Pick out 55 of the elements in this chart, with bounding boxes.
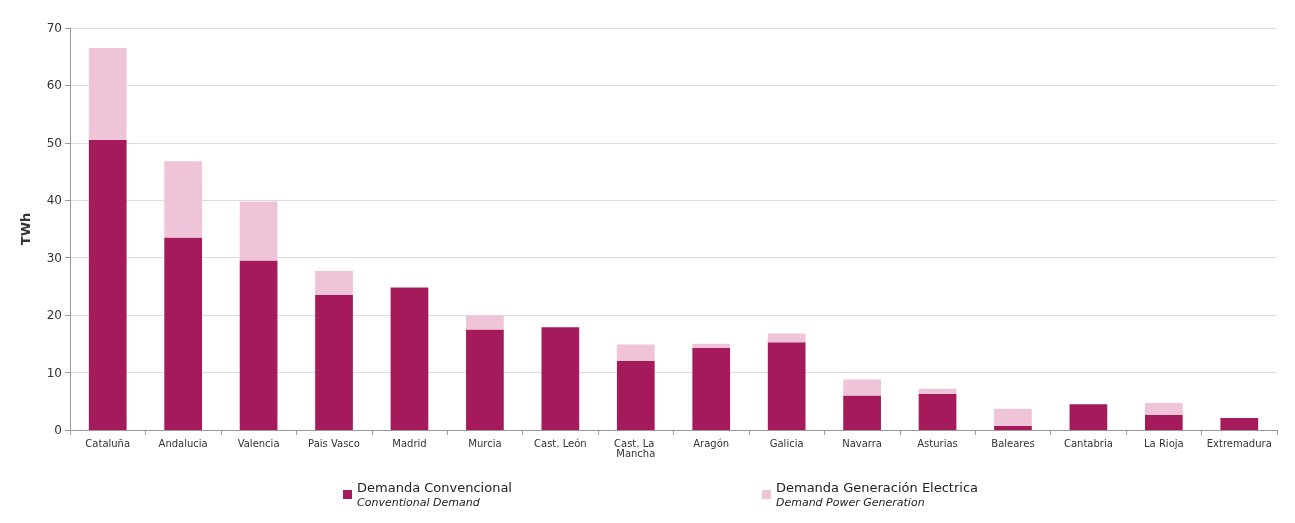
x-tick-label: Cantabria: [1063, 437, 1113, 449]
bar: [466, 315, 504, 330]
bar: [466, 329, 504, 430]
bar: [541, 327, 580, 430]
y-tick-label: 50: [46, 135, 62, 150]
bar: [918, 388, 957, 394]
bar: [1220, 417, 1259, 430]
bar: [88, 139, 127, 430]
bar: [616, 344, 655, 362]
bar: [1144, 403, 1183, 416]
bar: [692, 343, 731, 348]
bar: [315, 270, 353, 296]
bar: [1144, 415, 1183, 430]
x-tick-label: Cataluña: [85, 437, 131, 449]
x-tick-label: Extremadura: [1206, 437, 1272, 449]
y-tick-label: 30: [46, 250, 62, 265]
y-tick-label: 70: [46, 21, 62, 35]
x-tick-label: Asturias: [917, 437, 958, 449]
y-tick-label: 10: [46, 365, 62, 380]
bar: [1069, 404, 1108, 430]
bar: [994, 408, 1032, 426]
bar: [164, 237, 203, 430]
y-tick-label: 40: [46, 193, 62, 208]
y-tick-label: 20: [46, 308, 62, 323]
x-tick-label: Aragón: [693, 437, 730, 449]
x-tick-label: Andalucia: [158, 437, 208, 449]
y-axis-title: TWh: [18, 212, 33, 246]
bar: [994, 425, 1032, 430]
bar: [239, 260, 278, 430]
bar: [315, 295, 353, 430]
y-tick-label: 0: [54, 423, 62, 437]
x-tick-label: Madrid: [392, 437, 427, 449]
x-tick-label: Cast. León: [534, 437, 587, 449]
bar: [164, 161, 203, 238]
bar: [239, 201, 278, 261]
y-tick-label: 60: [46, 78, 62, 93]
x-tick-label: La Rioja: [1144, 437, 1184, 449]
bar: [767, 342, 806, 430]
x-tick-label: Pais Vasco: [308, 437, 360, 449]
x-tick-label: Cast. La Mancha: [614, 437, 658, 459]
x-tick-label: Galicia: [769, 437, 804, 449]
bar: [767, 333, 806, 343]
bar: [692, 347, 731, 430]
legend-label: Demanda Generación Electrica Demand Power Generation: [775, 480, 979, 509]
bar: [390, 287, 429, 430]
legend-label: Demanda Convencional Conventional Demand: [357, 480, 512, 509]
bar: [918, 393, 957, 430]
bar: [843, 395, 881, 430]
bar: [88, 48, 127, 140]
x-tick-label: Baleares: [991, 437, 1035, 449]
bar: [843, 379, 881, 396]
x-tick-label: Navarra: [842, 437, 883, 449]
x-tick-label: Valencia: [237, 437, 280, 449]
bar: [616, 361, 655, 430]
x-tick-label: Murcia: [468, 437, 502, 449]
